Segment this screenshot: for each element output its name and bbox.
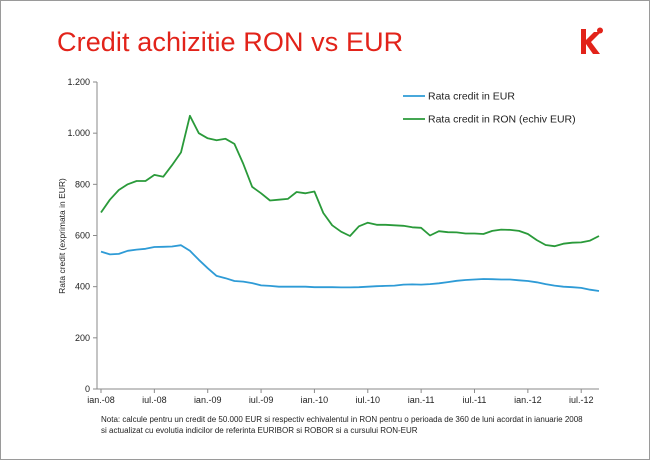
y-tick-label: 0 [85,384,90,394]
x-tick-label: iul.-09 [249,395,274,405]
y-tick-label: 1.000 [67,128,90,138]
footnote-line-2: si actualizat cu evolutia indicilor de r… [101,426,418,435]
x-tick-label: ian.-11 [408,395,435,405]
x-tick-label: ian.-08 [87,395,115,405]
legend-label-0: Rata credit in EUR [428,91,515,103]
legend-label-1: Rata credit in RON (echiv EUR) [428,114,576,126]
x-tick-label: ian.-10 [301,395,329,405]
series-line-0 [100,244,600,292]
slide-title: Credit achizitie RON vs EUR [57,27,404,57]
y-axis-label: Rata credit (exprimata in EUR) [57,178,67,294]
footnote: Nota: calcule pentru un credit de 50.000… [101,414,583,436]
y-axis-ticks: 0 200 400 600 800 1.000 1.200 [67,77,97,394]
chart-legend: Rata credit in EUR Rata credit in RON (ec… [403,91,576,126]
x-tick-label: iul.-10 [356,395,381,405]
x-axis-ticks: ian.-08 iul.-08 ian.-09 iul.-09 ian.-10 iul.-… [87,389,593,405]
y-tick-label: 1.200 [67,77,90,87]
x-tick-label: iul.-08 [142,395,167,405]
y-tick-label: 200 [75,333,90,343]
y-tick-label: 400 [75,282,90,292]
x-tick-label: iul.-12 [569,395,594,405]
x-tick-label: ian.-09 [194,395,222,405]
x-tick-label: ian.-12 [514,395,542,405]
chart-series [100,114,600,292]
y-tick-label: 600 [75,231,90,241]
y-tick-label: 800 [75,179,90,189]
brand-logo [581,27,603,54]
footnote-line-1: Nota: calcule pentru un credit de 50.000… [101,415,583,424]
series-line-1 [100,114,600,248]
x-tick-label: iul.-11 [463,395,487,405]
